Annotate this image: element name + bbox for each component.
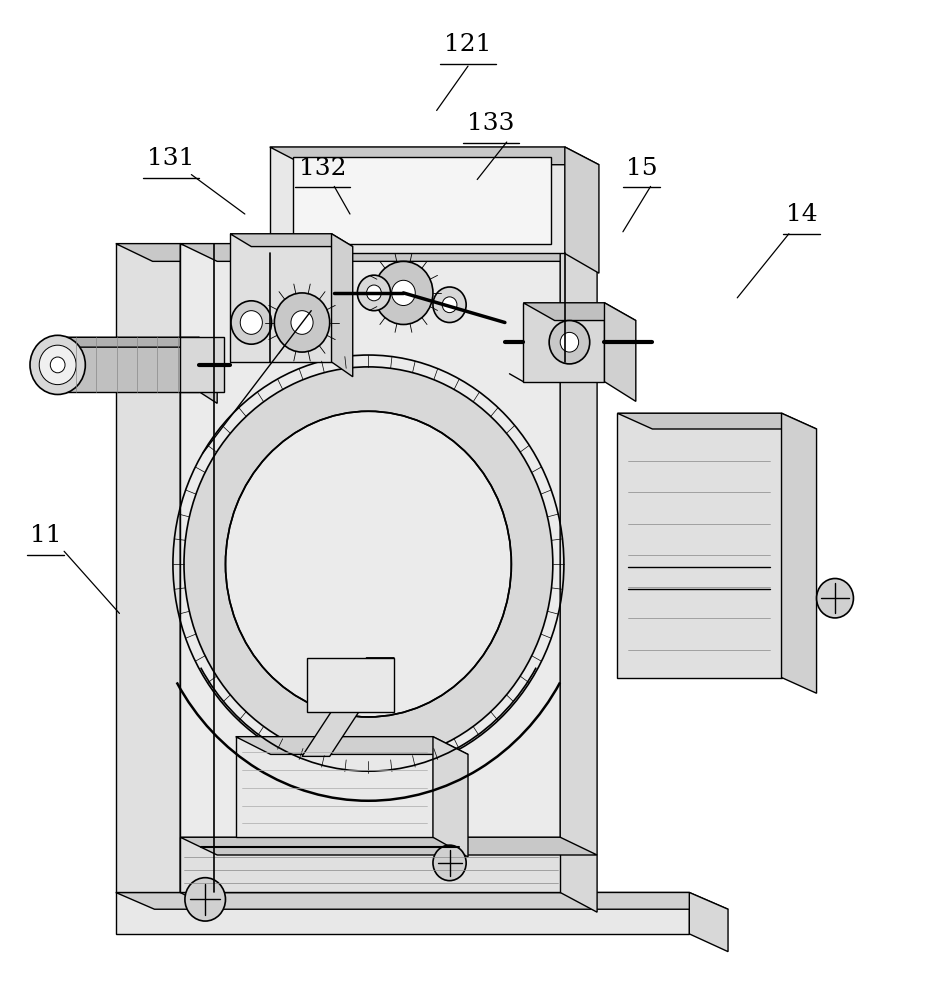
Circle shape: [185, 878, 226, 921]
Polygon shape: [293, 157, 551, 244]
Circle shape: [433, 845, 466, 881]
Polygon shape: [116, 244, 217, 261]
Text: 11: 11: [30, 524, 62, 547]
Circle shape: [374, 261, 433, 324]
Text: 132: 132: [299, 157, 346, 180]
Text: 133: 133: [467, 112, 515, 135]
Circle shape: [561, 332, 578, 352]
Polygon shape: [564, 147, 599, 273]
Circle shape: [391, 280, 416, 306]
Polygon shape: [270, 147, 599, 165]
Polygon shape: [605, 303, 636, 401]
Polygon shape: [302, 658, 394, 756]
Polygon shape: [561, 244, 597, 912]
Polygon shape: [618, 413, 782, 678]
Text: 131: 131: [147, 147, 195, 170]
Circle shape: [816, 578, 854, 618]
Polygon shape: [58, 337, 198, 392]
Polygon shape: [181, 244, 597, 261]
Polygon shape: [270, 147, 564, 253]
Circle shape: [274, 293, 329, 352]
Polygon shape: [307, 658, 394, 712]
Circle shape: [39, 345, 76, 385]
Polygon shape: [331, 234, 353, 377]
Circle shape: [358, 275, 390, 311]
Circle shape: [367, 285, 381, 301]
Text: 121: 121: [445, 33, 491, 56]
Text: 15: 15: [625, 157, 657, 180]
Polygon shape: [181, 244, 561, 892]
Circle shape: [51, 357, 65, 373]
Polygon shape: [230, 234, 353, 247]
Circle shape: [442, 297, 457, 313]
Circle shape: [549, 321, 590, 364]
Polygon shape: [181, 837, 597, 855]
Polygon shape: [58, 337, 217, 347]
Polygon shape: [782, 413, 816, 693]
Circle shape: [231, 301, 271, 344]
Polygon shape: [689, 892, 728, 952]
Polygon shape: [618, 413, 816, 429]
Polygon shape: [116, 244, 181, 892]
Polygon shape: [523, 303, 605, 382]
Polygon shape: [230, 234, 331, 362]
Circle shape: [30, 335, 85, 394]
Polygon shape: [523, 303, 636, 321]
Polygon shape: [116, 892, 728, 909]
Polygon shape: [236, 737, 433, 837]
Text: 14: 14: [786, 203, 818, 226]
Circle shape: [291, 311, 313, 334]
Circle shape: [433, 287, 466, 322]
Circle shape: [241, 311, 262, 334]
Polygon shape: [433, 737, 468, 857]
Polygon shape: [116, 892, 689, 934]
Polygon shape: [198, 337, 217, 403]
Polygon shape: [181, 337, 224, 392]
Polygon shape: [236, 737, 468, 754]
Polygon shape: [181, 837, 561, 892]
Polygon shape: [181, 244, 217, 912]
